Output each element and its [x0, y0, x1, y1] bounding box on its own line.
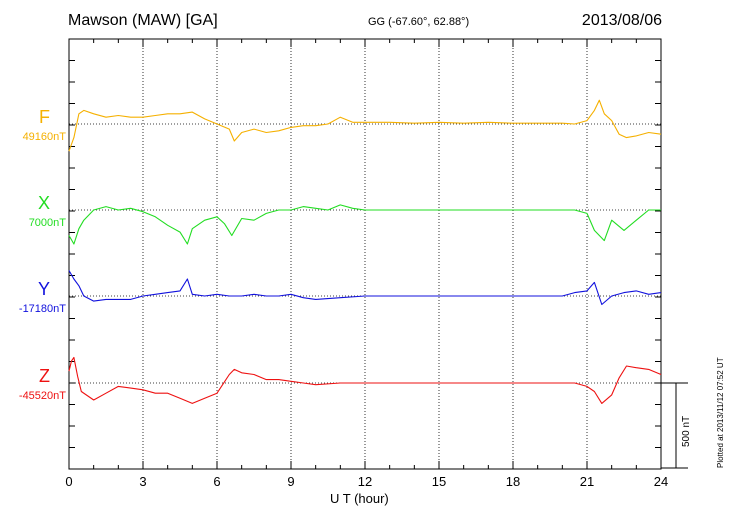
- channel-baseline-x: 7000nT: [28, 217, 66, 229]
- x-tick-label: 9: [287, 474, 295, 489]
- channel-name-f: F: [39, 107, 50, 127]
- x-tick-label: 18: [505, 474, 521, 489]
- x-tick-label: 24: [653, 474, 669, 489]
- channel-baseline-f: 49160nT: [22, 131, 66, 143]
- plotted-timestamp: Plotted at 2013/11/12 07:52 UT: [716, 357, 725, 468]
- series-line-y: [68, 270, 662, 306]
- chart-date: 2013/08/06: [581, 12, 662, 29]
- channel-name-y: Y: [37, 279, 50, 299]
- channel-name-x: X: [37, 193, 50, 213]
- x-tick-label: 21: [579, 474, 595, 489]
- channel-baseline-z: -45520nT: [18, 390, 66, 402]
- series-line-f: [68, 99, 662, 152]
- grid-lines: [69, 39, 661, 469]
- plot-border: [68, 38, 662, 470]
- x-tick-label: 3: [139, 474, 147, 489]
- chart-title: Mawson (MAW) [GA]: [68, 12, 218, 29]
- series-line-x: [68, 204, 661, 245]
- x-tick-label: 0: [65, 474, 73, 489]
- plot-frame: [68, 38, 662, 470]
- channel-name-z: Z: [39, 366, 50, 386]
- scale-bar: [661, 382, 688, 469]
- x-tick-label: 6: [213, 474, 221, 489]
- x-axis-label: U T (hour): [330, 491, 389, 506]
- x-tick-label: 12: [357, 474, 373, 489]
- series-line-z: [68, 356, 662, 404]
- x-tick-label: 15: [431, 474, 447, 489]
- axis-ticks: [68, 39, 662, 469]
- scale-bar-label: 500 nT: [681, 415, 692, 447]
- channel-baseline-y: -17180nT: [18, 303, 66, 315]
- series-lines: [68, 99, 662, 404]
- station-coordinates: GG (-67.60°, 62.88°): [368, 16, 470, 28]
